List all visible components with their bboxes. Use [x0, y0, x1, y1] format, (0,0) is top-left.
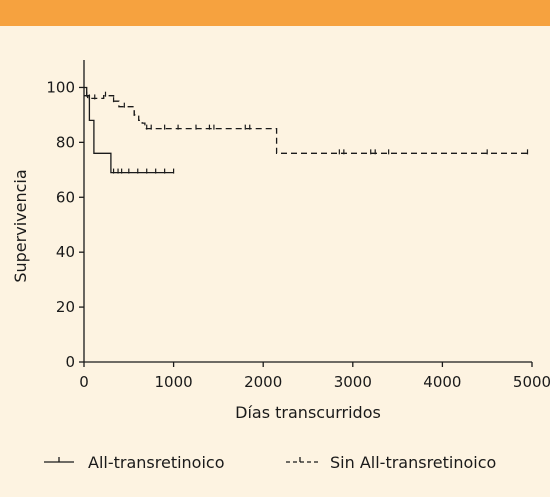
- plot-series: [84, 86, 529, 174]
- y-tick-label: 100: [46, 78, 75, 96]
- x-ticks: 0 1000 2000 3000 4000 5000: [79, 362, 550, 391]
- x-tick-label: 3000: [334, 373, 372, 391]
- top-accent-bar: [0, 0, 550, 26]
- axes: 0 20 40 60 80 100 0 1000 2000 3000 4000 5000: [46, 60, 550, 391]
- y-axis-title: Supervivencia: [11, 169, 30, 282]
- y-tick-label: 20: [56, 298, 75, 316]
- y-tick-label: 60: [56, 188, 75, 206]
- y-tick-label: 80: [56, 133, 75, 151]
- legend-label-sin-all-transretinoico: Sin All-transretinoico: [330, 453, 496, 472]
- x-axis-title: Días transcurridos: [235, 403, 381, 422]
- legend-item-sin-all-transretinoico: Sin All-transretinoico: [286, 453, 496, 472]
- y-tick-label: 40: [56, 243, 75, 261]
- x-tick-label: 5000: [513, 373, 550, 391]
- series-line-0: [84, 86, 174, 174]
- x-tick-label: 4000: [423, 373, 461, 391]
- y-ticks: 0 20 40 60 80 100: [46, 78, 84, 371]
- series-line-1: [84, 95, 528, 154]
- x-tick-label: 1000: [155, 373, 193, 391]
- x-tick-label: 2000: [244, 373, 282, 391]
- y-tick-label: 0: [65, 353, 75, 371]
- legend: All-transretinoico Sin All-transretinoic…: [44, 453, 496, 472]
- legend-label-all-transretinoico: All-transretinoico: [88, 453, 225, 472]
- x-tick-label: 0: [79, 373, 89, 391]
- legend-item-all-transretinoico: All-transretinoico: [44, 453, 225, 472]
